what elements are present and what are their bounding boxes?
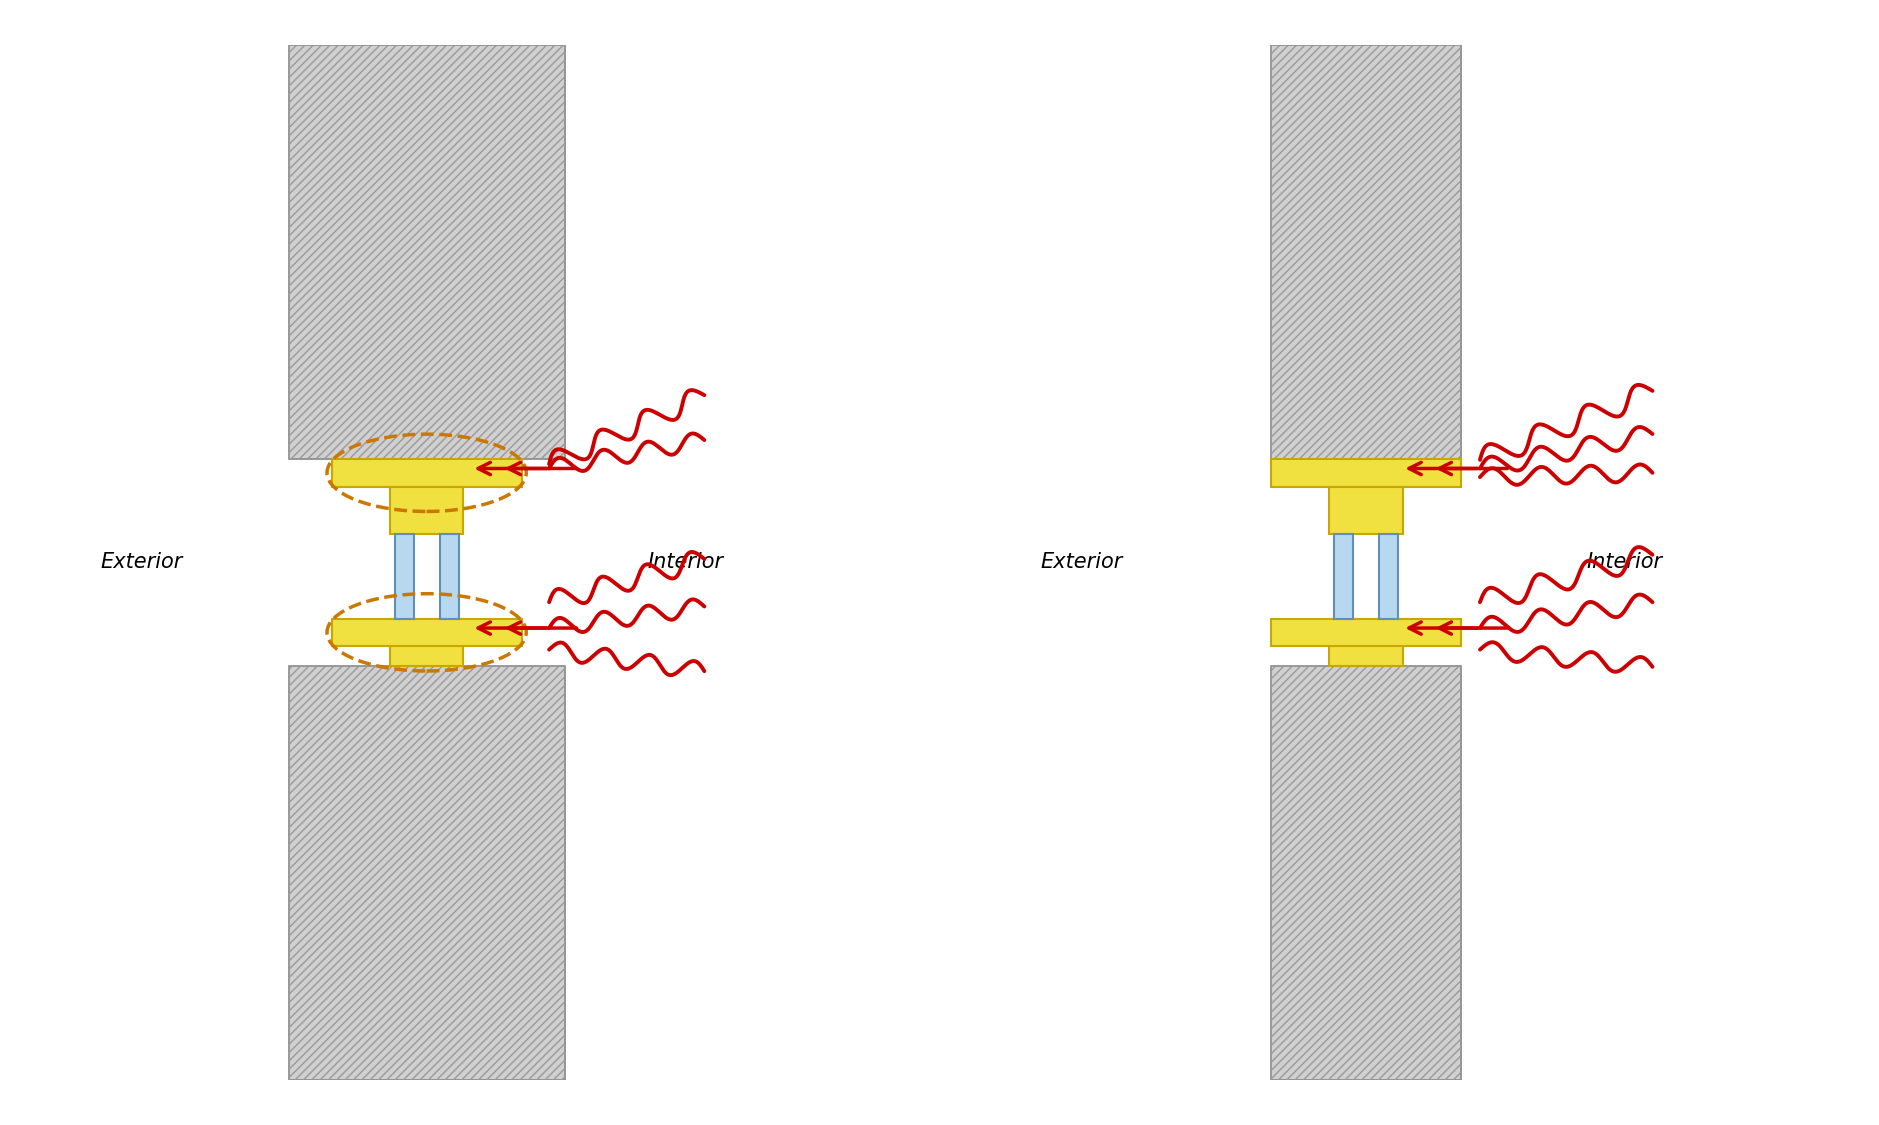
Bar xyxy=(333,619,522,646)
Bar xyxy=(1330,619,1404,666)
Bar xyxy=(289,666,564,1080)
Text: Exterior: Exterior xyxy=(101,552,182,573)
Bar xyxy=(391,487,464,534)
Bar xyxy=(1272,459,1462,487)
Bar xyxy=(391,619,464,666)
Text: Interior: Interior xyxy=(646,552,723,573)
Bar xyxy=(289,45,564,459)
Bar xyxy=(1272,45,1462,459)
Bar xyxy=(1334,534,1353,619)
Bar xyxy=(1272,619,1462,646)
Bar xyxy=(289,45,564,459)
Bar xyxy=(333,459,522,487)
Bar xyxy=(395,534,413,619)
Bar xyxy=(1272,666,1462,1080)
Bar xyxy=(1272,666,1462,1080)
Bar xyxy=(1379,534,1398,619)
Bar xyxy=(440,534,458,619)
Text: Interior: Interior xyxy=(1586,552,1663,573)
Bar xyxy=(1272,45,1462,459)
Bar xyxy=(289,666,564,1080)
Bar xyxy=(1330,487,1404,534)
Text: Exterior: Exterior xyxy=(1041,552,1122,573)
